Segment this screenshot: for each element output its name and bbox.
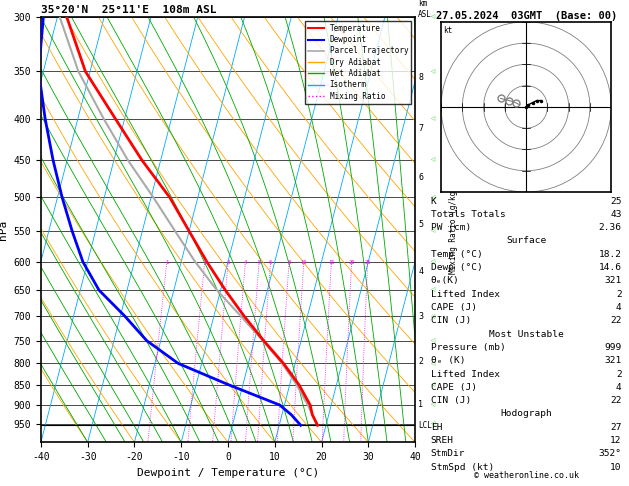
Text: ◁: ◁ bbox=[430, 228, 435, 234]
Text: SREH: SREH bbox=[431, 436, 454, 445]
Text: Dewp (°C): Dewp (°C) bbox=[431, 263, 482, 272]
Text: 7: 7 bbox=[418, 124, 423, 133]
Text: Lifted Index: Lifted Index bbox=[431, 369, 499, 379]
Text: © weatheronline.co.uk: © weatheronline.co.uk bbox=[474, 471, 579, 480]
Text: StmSpd (kt): StmSpd (kt) bbox=[431, 463, 494, 472]
Text: 5: 5 bbox=[418, 220, 423, 229]
Text: 8: 8 bbox=[287, 260, 291, 265]
Text: ◁: ◁ bbox=[430, 116, 435, 121]
Text: 18.2: 18.2 bbox=[599, 250, 621, 259]
Text: 3: 3 bbox=[418, 312, 423, 321]
Text: ◁: ◁ bbox=[430, 361, 435, 366]
Text: 15: 15 bbox=[328, 260, 335, 265]
Text: 321: 321 bbox=[604, 277, 621, 285]
Text: CIN (J): CIN (J) bbox=[431, 316, 471, 325]
Text: ◁: ◁ bbox=[430, 15, 435, 19]
Text: ◁: ◁ bbox=[430, 260, 435, 264]
Text: 20: 20 bbox=[348, 260, 355, 265]
Text: K: K bbox=[431, 196, 437, 206]
Text: 4: 4 bbox=[616, 383, 621, 392]
Text: θₑ(K): θₑ(K) bbox=[431, 277, 459, 285]
Text: ◁: ◁ bbox=[430, 195, 435, 200]
Text: 4: 4 bbox=[418, 267, 423, 276]
Text: 352°: 352° bbox=[599, 450, 621, 458]
Text: 8: 8 bbox=[418, 73, 423, 82]
X-axis label: Dewpoint / Temperature (°C): Dewpoint / Temperature (°C) bbox=[137, 468, 319, 478]
Text: StmDir: StmDir bbox=[431, 450, 465, 458]
Text: CIN (J): CIN (J) bbox=[431, 396, 471, 405]
Text: 27.05.2024  03GMT  (Base: 00): 27.05.2024 03GMT (Base: 00) bbox=[435, 11, 617, 21]
Text: ◁: ◁ bbox=[430, 158, 435, 163]
Text: 25: 25 bbox=[610, 196, 621, 206]
Text: Totals Totals: Totals Totals bbox=[431, 210, 506, 219]
Text: 10: 10 bbox=[610, 463, 621, 472]
Text: CAPE (J): CAPE (J) bbox=[431, 383, 477, 392]
Text: PW (cm): PW (cm) bbox=[431, 223, 471, 232]
Text: 14.6: 14.6 bbox=[599, 263, 621, 272]
Text: 12: 12 bbox=[610, 436, 621, 445]
Text: Surface: Surface bbox=[506, 237, 546, 245]
Text: ◁: ◁ bbox=[430, 382, 435, 387]
Text: 2: 2 bbox=[203, 260, 206, 265]
Text: 10: 10 bbox=[301, 260, 307, 265]
Text: 4: 4 bbox=[244, 260, 247, 265]
Text: 2: 2 bbox=[616, 369, 621, 379]
Text: 1: 1 bbox=[165, 260, 169, 265]
Text: ◁: ◁ bbox=[430, 422, 435, 427]
Text: ◁: ◁ bbox=[430, 314, 435, 319]
Y-axis label: hPa: hPa bbox=[0, 220, 8, 240]
Text: 2: 2 bbox=[616, 290, 621, 299]
Text: Lifted Index: Lifted Index bbox=[431, 290, 499, 299]
Text: ◁: ◁ bbox=[430, 69, 435, 74]
Text: 2: 2 bbox=[418, 357, 423, 366]
Text: 321: 321 bbox=[604, 356, 621, 365]
Text: kt: kt bbox=[443, 26, 452, 35]
Text: km
ASL: km ASL bbox=[418, 0, 432, 19]
Text: 22: 22 bbox=[610, 316, 621, 325]
Text: Mixing Ratio (g/kg): Mixing Ratio (g/kg) bbox=[449, 186, 458, 274]
Text: LCL: LCL bbox=[418, 421, 432, 430]
Text: 35°20'N  25°11'E  108m ASL: 35°20'N 25°11'E 108m ASL bbox=[41, 5, 216, 15]
Text: 43: 43 bbox=[610, 210, 621, 219]
Text: Most Unstable: Most Unstable bbox=[489, 330, 564, 339]
Text: 5: 5 bbox=[257, 260, 261, 265]
Text: 6: 6 bbox=[269, 260, 272, 265]
Text: 6: 6 bbox=[418, 173, 423, 182]
Legend: Temperature, Dewpoint, Parcel Trajectory, Dry Adiabat, Wet Adiabat, Isotherm, Mi: Temperature, Dewpoint, Parcel Trajectory… bbox=[305, 21, 411, 104]
Text: CAPE (J): CAPE (J) bbox=[431, 303, 477, 312]
Text: Temp (°C): Temp (°C) bbox=[431, 250, 482, 259]
Text: ◁: ◁ bbox=[430, 288, 435, 293]
Text: 999: 999 bbox=[604, 343, 621, 352]
Text: ◁: ◁ bbox=[430, 338, 435, 343]
Text: EH: EH bbox=[431, 423, 442, 432]
Text: 27: 27 bbox=[610, 423, 621, 432]
Text: 3: 3 bbox=[226, 260, 230, 265]
Text: 25: 25 bbox=[364, 260, 371, 265]
Text: 22: 22 bbox=[610, 396, 621, 405]
Text: ◁: ◁ bbox=[430, 402, 435, 408]
Text: 4: 4 bbox=[616, 303, 621, 312]
Text: 2.36: 2.36 bbox=[599, 223, 621, 232]
Text: 1: 1 bbox=[418, 400, 423, 409]
Text: θₑ (K): θₑ (K) bbox=[431, 356, 465, 365]
Text: Pressure (mb): Pressure (mb) bbox=[431, 343, 506, 352]
Text: Hodograph: Hodograph bbox=[500, 410, 552, 418]
